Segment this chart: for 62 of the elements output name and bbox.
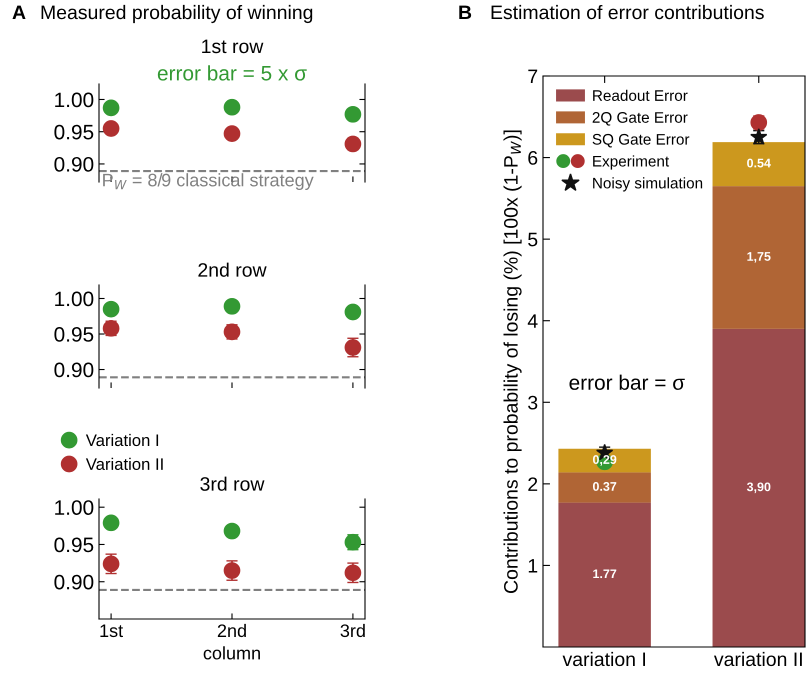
point — [344, 106, 362, 123]
y-tick-label: 7 — [528, 70, 538, 84]
y-tick-label: 2 — [528, 477, 538, 491]
legend-label: Variation II — [86, 458, 163, 470]
x-axis-title: column — [204, 646, 260, 660]
data-label: 0.37 — [592, 482, 616, 491]
chart-title: 2nd row — [198, 262, 267, 277]
chart-title: Estimation of error contributions — [492, 4, 764, 20]
bar — [558, 472, 651, 503]
text: B — [459, 6, 472, 20]
data-label: 3,90 — [746, 482, 770, 494]
y-tick-label: 1.00 — [55, 292, 94, 306]
y-tick-label: 1.00 — [55, 500, 94, 515]
point — [102, 120, 120, 137]
legend-label: SQ Gate Error — [592, 134, 690, 148]
y-tick-label: 3 — [528, 396, 538, 410]
y-tick-label: 0.90 — [54, 362, 94, 378]
annotation: P$_{W}$ = 8/9 classical strategy — [103, 173, 314, 190]
chart-subtitle: 1st row — [202, 40, 264, 54]
x-tick-label: variation II — [714, 652, 802, 666]
legend-label: Experiment — [593, 155, 670, 170]
legend-label: 2Q Gate Error — [592, 112, 688, 126]
y-tick-label: 5 — [528, 232, 538, 246]
point — [102, 300, 120, 318]
text: A — [12, 6, 26, 20]
y-tick-label: 4 — [528, 314, 538, 328]
point — [344, 304, 362, 320]
data-label: 0.54 — [747, 158, 771, 168]
y-tick-label: 0.90 — [54, 574, 94, 590]
x-tick-label: variation I — [562, 652, 646, 666]
point — [224, 98, 240, 116]
point — [102, 514, 120, 532]
x-tick-label: 1st — [100, 624, 123, 638]
bar — [712, 186, 805, 329]
legend-label: Variation I — [86, 434, 158, 446]
y-tick-label: 1.00 — [55, 92, 94, 108]
data-label: 1,75 — [747, 252, 771, 263]
x-tick-label: 2nd — [218, 624, 246, 638]
text: error bar = 5 x σ — [158, 65, 307, 81]
y-tick-label: 0.95 — [54, 124, 94, 140]
legend-label: Noisy simulation — [593, 177, 702, 192]
point — [224, 298, 240, 315]
y-axis-title: Contributions to probability of losing (%) [100x (1-P$_{W}$)] — [503, 130, 522, 593]
chart-title: 3rd row — [200, 476, 264, 491]
annotation: error bar = σ — [569, 374, 685, 390]
point — [224, 522, 240, 540]
point — [344, 136, 362, 152]
point — [102, 556, 120, 572]
y-tick-label: 6 — [528, 151, 538, 165]
point — [102, 100, 120, 116]
y-tick-label: 0.90 — [54, 156, 94, 172]
y-tick-label: 1 — [528, 559, 538, 572]
bar — [712, 142, 805, 186]
bar — [558, 502, 651, 647]
chart-title: Measured probability of winning — [42, 4, 312, 24]
x-tick-label: 3rd — [340, 624, 365, 638]
legend-label: Readout Error — [593, 90, 688, 101]
data-label: 1.77 — [593, 569, 616, 578]
point — [224, 125, 240, 142]
bar — [712, 328, 805, 647]
y-tick-label: 0.95 — [54, 537, 94, 552]
y-tick-label: 0.95 — [54, 327, 94, 342]
